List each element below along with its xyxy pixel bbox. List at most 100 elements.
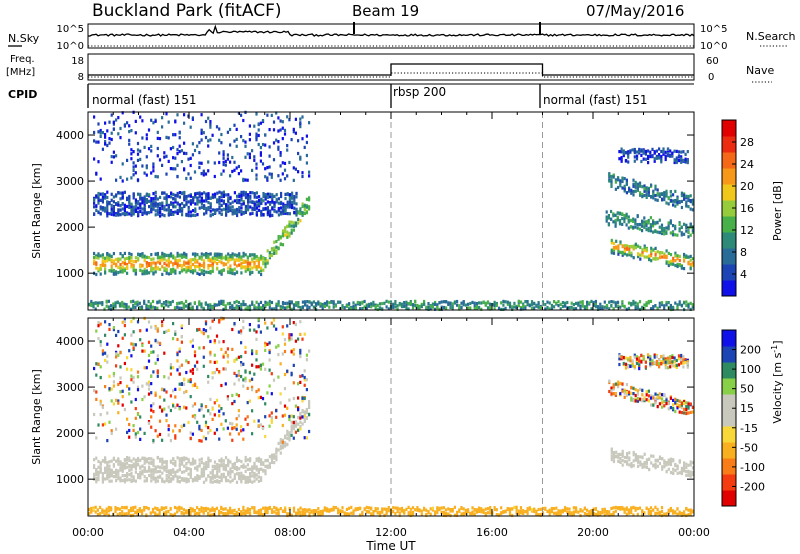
data-cell [251, 363, 254, 367]
data-cell [244, 455, 247, 460]
data-cell [627, 152, 630, 156]
data-cell [663, 459, 666, 463]
data-cell [105, 300, 108, 304]
data-cell [134, 131, 137, 135]
data-cell [150, 350, 153, 354]
data-cell [128, 473, 131, 477]
data-cell [624, 356, 628, 360]
data-cell [216, 479, 219, 483]
data-cell [662, 147, 665, 151]
data-cell [301, 399, 304, 403]
data-cell [647, 389, 650, 393]
data-cell [176, 263, 179, 267]
data-cell [647, 394, 650, 398]
data-cell [273, 194, 276, 198]
data-cell [685, 226, 688, 230]
data-cell [148, 262, 151, 266]
data-cell [117, 191, 120, 195]
data-cell [130, 210, 133, 214]
data-cell [158, 405, 162, 409]
data-cell [95, 171, 98, 175]
data-cell [626, 452, 629, 456]
data-cell [266, 177, 269, 181]
data-cell [167, 428, 170, 432]
data-cell [237, 307, 240, 311]
data-cell [126, 478, 129, 482]
data-cell [612, 300, 615, 304]
data-cell [233, 139, 236, 143]
data-cell [597, 305, 600, 309]
data-cell [193, 416, 197, 420]
data-cell [262, 192, 265, 196]
data-cell [308, 400, 311, 404]
data-cell [275, 455, 278, 459]
data-cell [123, 361, 126, 366]
data-cell [599, 302, 602, 306]
data-cell [642, 357, 645, 361]
data-cell [139, 205, 142, 209]
data-cell [682, 358, 685, 362]
data-cell [292, 363, 295, 367]
data-cell [237, 355, 240, 359]
data-cell [248, 323, 251, 327]
data-cell [273, 204, 276, 209]
data-cell [110, 155, 113, 159]
data-cell [689, 473, 692, 477]
data-cell [112, 120, 115, 124]
data-cell [238, 198, 241, 202]
data-cell [608, 175, 611, 179]
data-cell [205, 466, 208, 471]
data-cell [484, 303, 487, 307]
data-cell [260, 269, 263, 273]
data-cell [178, 195, 181, 199]
data-cell [588, 301, 591, 305]
data-cell [134, 458, 137, 462]
data-cell [660, 226, 664, 230]
data-cell [93, 255, 96, 259]
data-cell [634, 304, 637, 309]
data-cell [630, 190, 633, 194]
data-cell [299, 420, 302, 424]
data-cell [130, 354, 133, 358]
data-cell [288, 398, 291, 402]
data-cell [209, 412, 212, 416]
data-cell [172, 429, 175, 433]
data-cell [623, 187, 626, 191]
data-cell [183, 377, 186, 381]
data-cell [680, 353, 683, 358]
data-cell [106, 259, 109, 263]
data-cell [275, 458, 278, 462]
data-cell [204, 405, 208, 409]
data-cell [227, 260, 230, 264]
data-cell [416, 303, 419, 308]
data-cell [150, 325, 153, 329]
data-cell [612, 173, 615, 177]
data-cell [678, 404, 681, 408]
data-cell [269, 201, 272, 205]
data-cell [167, 304, 170, 308]
data-cell [268, 358, 271, 362]
data-cell [650, 403, 653, 407]
data-cell [231, 422, 234, 426]
data-cell [187, 460, 190, 464]
data-cell [635, 157, 639, 161]
data-cell [134, 302, 137, 306]
data-cell [650, 195, 653, 199]
data-cell [264, 304, 267, 308]
data-cell [226, 360, 229, 364]
data-cell [108, 460, 111, 464]
data-cell [526, 300, 529, 304]
data-cell [533, 306, 536, 310]
data-cell [506, 302, 509, 306]
data-cell [645, 224, 648, 228]
data-cell [211, 208, 214, 212]
data-cell [672, 203, 675, 207]
data-cell [257, 365, 260, 369]
data-cell [303, 145, 306, 149]
data-cell [431, 302, 434, 306]
data-cell [189, 199, 192, 203]
data-cell [687, 197, 690, 201]
data-cell [148, 255, 151, 260]
data-cell [132, 305, 135, 309]
data-cell [680, 191, 683, 195]
